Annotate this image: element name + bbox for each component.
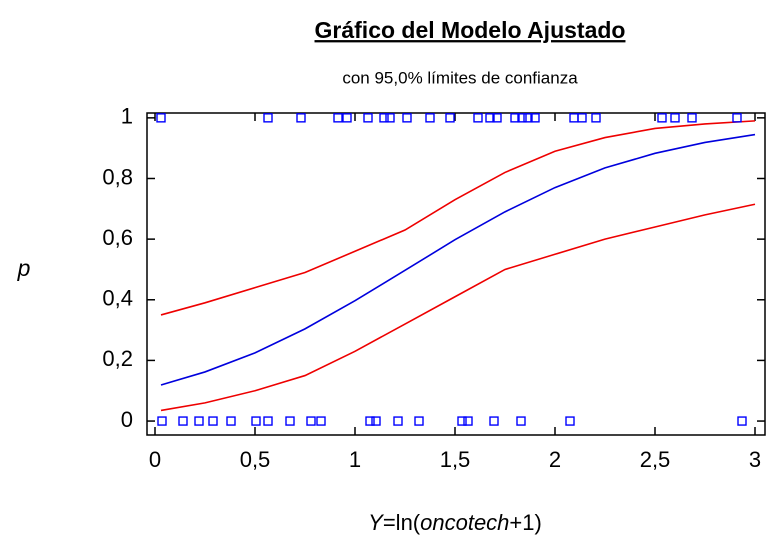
data-point <box>194 416 204 426</box>
x-tick-label: 1,5 <box>440 447 471 472</box>
x-tick-label: 2 <box>549 447 561 472</box>
fit-line <box>160 203 756 412</box>
data-point <box>517 113 527 123</box>
data-point <box>306 416 316 426</box>
y-tick-label: 1 <box>121 104 133 129</box>
x-tick-label: 0,5 <box>240 447 271 472</box>
data-point <box>208 416 218 426</box>
y-tick-label: 0,4 <box>102 286 133 311</box>
fit-line <box>160 120 756 316</box>
data-point <box>492 113 502 123</box>
data-point <box>156 113 166 123</box>
data-point <box>516 416 526 426</box>
y-tick-label: 0,6 <box>102 225 133 250</box>
data-point <box>445 113 455 123</box>
x-label-part: =ln( <box>383 510 421 535</box>
data-point <box>657 113 667 123</box>
chart-title: Gráfico del Modelo Ajustado <box>315 17 626 43</box>
data-point <box>577 113 587 123</box>
data-point <box>285 416 295 426</box>
x-tick-label: 1 <box>349 447 361 472</box>
data-point <box>178 416 188 426</box>
data-point <box>591 113 601 123</box>
data-point <box>263 113 273 123</box>
y-tick-label: 0,2 <box>102 346 133 371</box>
x-tick-label: 0 <box>149 447 161 472</box>
data-point <box>414 416 424 426</box>
y-tick-label: 0,8 <box>102 164 133 189</box>
data-point <box>316 416 326 426</box>
data-point <box>251 416 261 426</box>
data-point <box>457 416 467 426</box>
data-point <box>296 113 306 123</box>
data-point <box>371 416 381 426</box>
data-point <box>463 416 473 426</box>
data-point <box>523 113 533 123</box>
data-point <box>687 113 697 123</box>
data-point <box>425 113 435 123</box>
data-point <box>365 416 375 426</box>
data-point <box>473 113 483 123</box>
data-point <box>333 113 343 123</box>
fit-line <box>160 133 756 386</box>
x-label-part: +1) <box>509 510 541 535</box>
y-axis-label: p <box>17 255 31 281</box>
data-point <box>263 416 273 426</box>
data-point <box>737 416 747 426</box>
data-point <box>393 416 403 426</box>
data-point <box>489 416 499 426</box>
data-point <box>670 113 680 123</box>
data-point <box>485 113 495 123</box>
data-point <box>157 416 167 426</box>
data-point <box>530 113 540 123</box>
data-point <box>565 416 575 426</box>
x-tick-label: 3 <box>749 447 761 472</box>
data-point <box>402 113 412 123</box>
data-point <box>226 416 236 426</box>
data-point <box>510 113 520 123</box>
plot-frame <box>146 112 766 436</box>
data-point <box>379 113 389 123</box>
data-point <box>569 113 579 123</box>
y-tick-label: 0 <box>121 407 133 432</box>
data-point <box>732 113 742 123</box>
x-tick-label: 2,5 <box>640 447 671 472</box>
x-label-part: Y <box>368 510 384 535</box>
data-point <box>342 113 352 123</box>
data-point <box>363 113 373 123</box>
x-label-part: oncotech <box>420 510 509 535</box>
x-axis-label: Y=ln(oncotech+1) <box>368 510 542 535</box>
chart-subtitle: con 95,0% límites de confianza <box>342 68 578 87</box>
data-point <box>385 113 395 123</box>
